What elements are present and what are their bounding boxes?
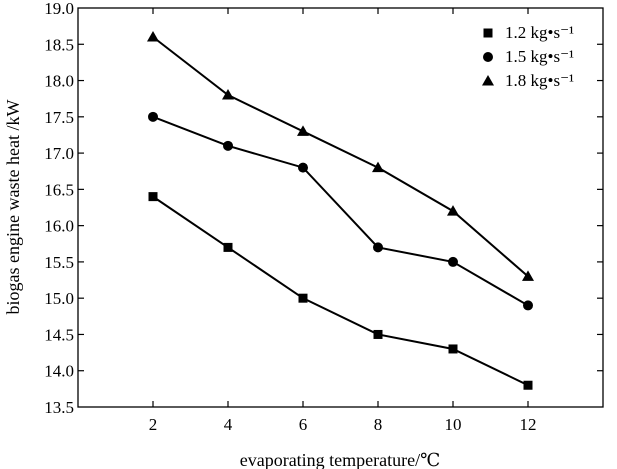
y-tick-label: 18.5 xyxy=(44,35,74,54)
y-tick-label: 17.5 xyxy=(44,108,74,127)
legend-marker-triangle xyxy=(482,75,494,86)
y-tick-label: 15.5 xyxy=(44,253,74,272)
data-point-circle xyxy=(373,242,383,253)
series-line-1 xyxy=(152,195,529,387)
y-tick-label: 13.5 xyxy=(44,398,74,417)
series-line-3 xyxy=(152,36,529,278)
legend-marker-circle xyxy=(483,52,493,62)
x-tick-label: 10 xyxy=(445,415,462,434)
x-tick-label: 4 xyxy=(224,415,233,434)
y-tick-label: 16.0 xyxy=(44,217,74,236)
data-point-triangle xyxy=(222,89,234,100)
y-tick-label: 17.0 xyxy=(44,144,74,163)
data-point-triangle xyxy=(522,270,534,281)
x-axis-label: evaporating temperature/℃ xyxy=(240,450,441,469)
data-point-circle xyxy=(298,162,308,173)
data-point-square xyxy=(223,242,233,252)
x-tick-label: 12 xyxy=(520,415,537,434)
data-point-triangle xyxy=(297,125,309,136)
x-tick-label: 6 xyxy=(299,415,308,434)
y-tick-label: 14.0 xyxy=(44,362,74,381)
legend-label: 1.8 kg•s⁻¹ xyxy=(505,71,574,90)
data-point-triangle xyxy=(372,161,384,173)
x-tick-label: 2 xyxy=(149,415,158,434)
data-point-square xyxy=(373,329,383,339)
y-tick-label: 14.5 xyxy=(44,325,74,344)
legend-marker-square xyxy=(483,28,493,38)
data-point-square xyxy=(298,293,308,303)
legend-label: 1.5 kg•s⁻¹ xyxy=(505,47,574,66)
data-point-circle xyxy=(223,140,233,151)
data-point-square xyxy=(148,192,158,202)
data-point-triangle xyxy=(147,31,159,42)
data-point-circle xyxy=(148,111,158,122)
legend: 1.2 kg•s⁻¹ 1.5 kg•s⁻¹ 1.8 kg•s⁻¹ xyxy=(482,23,574,90)
data-point-circle xyxy=(523,300,533,311)
data-point-square xyxy=(523,380,533,390)
data-point-circle xyxy=(448,256,458,267)
series-line-2 xyxy=(152,115,529,307)
y-tick-label: 19.0 xyxy=(44,0,74,18)
y-tick-label: 15.0 xyxy=(44,289,74,308)
legend-label: 1.2 kg•s⁻¹ xyxy=(505,23,574,42)
x-tick-label: 8 xyxy=(374,415,383,434)
y-tick-label: 18.0 xyxy=(44,72,74,91)
data-point-square xyxy=(448,344,458,354)
y-tick-label: 16.5 xyxy=(44,180,74,199)
data-point-triangle xyxy=(447,205,459,216)
plot-frame xyxy=(77,7,604,408)
y-axis-label: biogas engine waste heat /kW xyxy=(3,100,23,315)
